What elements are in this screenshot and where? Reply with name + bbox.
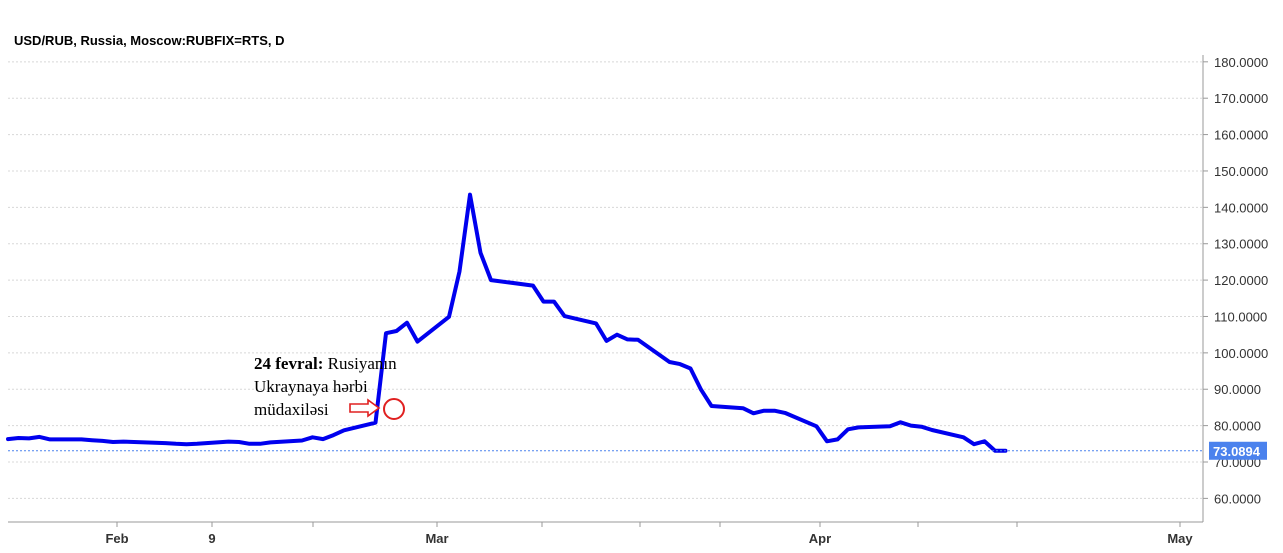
annotation-arrow-icon bbox=[349, 398, 381, 418]
x-tick-label: Mar bbox=[425, 531, 448, 546]
y-tick-label: 110.0000 bbox=[1214, 309, 1267, 324]
last-value-label: 73.0894 bbox=[1213, 444, 1261, 459]
grid-lines bbox=[8, 61, 1208, 499]
x-tick-label: May bbox=[1167, 531, 1193, 546]
y-tick-label: 150.0000 bbox=[1214, 164, 1268, 179]
y-tick-label: 180.0000 bbox=[1214, 55, 1268, 70]
x-tick-label: 9 bbox=[208, 531, 215, 546]
annotation: 24 fevral: Rusiyanın Ukraynaya hərbi müd… bbox=[254, 354, 405, 420]
annotation-line2: Ukraynaya hərbi bbox=[254, 377, 368, 396]
annotation-date: 24 fevral: bbox=[254, 354, 323, 373]
annotation-line1-rest: Rusiyanın bbox=[323, 354, 397, 373]
y-axis-tick-labels: 60.000070.000080.000090.0000100.0000110.… bbox=[1214, 55, 1268, 507]
chart-title: USD/RUB, Russia, Moscow:RUBFIX=RTS, D bbox=[14, 33, 285, 48]
annotation-line3: müdaxiləsi bbox=[254, 400, 329, 419]
last-value-badge: 73.0894 bbox=[1209, 441, 1267, 460]
annotation-circle-marker bbox=[383, 398, 405, 420]
x-axis-tick-labels: Feb 9 Mar Apr May bbox=[105, 531, 1193, 546]
y-tick-label: 120.0000 bbox=[1214, 273, 1268, 288]
x-tick-label: Feb bbox=[105, 531, 128, 546]
y-tick-label: 160.0000 bbox=[1214, 128, 1268, 143]
y-tick-label: 60.0000 bbox=[1214, 491, 1261, 506]
y-tick-label: 90.0000 bbox=[1214, 382, 1261, 397]
y-tick-label: 170.0000 bbox=[1214, 91, 1268, 106]
annotation-line1: 24 fevral: Rusiyanın bbox=[254, 354, 397, 373]
y-tick-label: 100.0000 bbox=[1214, 346, 1268, 361]
series-line bbox=[6, 192, 1008, 453]
y-tick-label: 140.0000 bbox=[1214, 200, 1268, 215]
x-tick-label: Apr bbox=[809, 531, 831, 546]
y-tick-label: 80.0000 bbox=[1214, 419, 1261, 434]
last-value-badge-bg bbox=[1209, 441, 1267, 460]
y-tick-label: 130.0000 bbox=[1214, 237, 1268, 252]
axes bbox=[8, 55, 1204, 527]
